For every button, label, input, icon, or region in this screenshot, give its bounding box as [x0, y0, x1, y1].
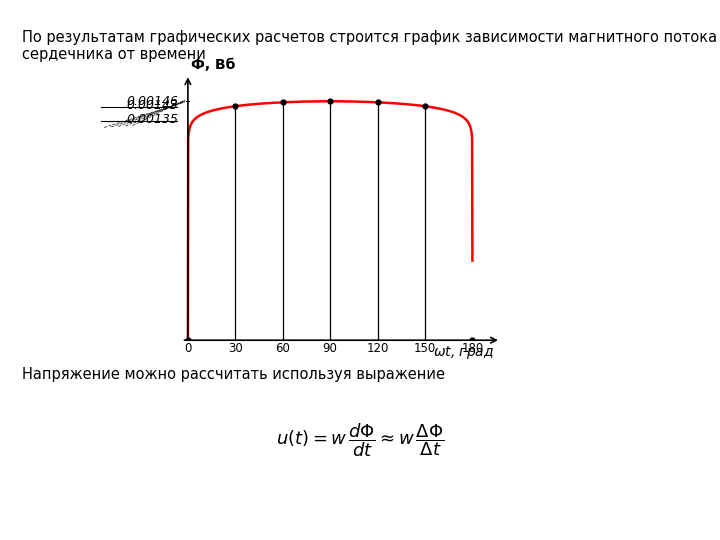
Text: 0.00135: 0.00135	[127, 113, 179, 126]
Text: 60: 60	[275, 342, 290, 355]
Text: 30: 30	[228, 342, 243, 355]
Text: Ф, Вб: Ф, Вб	[191, 58, 235, 72]
Text: 0.00143: 0.00143	[127, 99, 179, 112]
Text: $u(t) = w\,\dfrac{d\Phi}{dt} \approx w\,\dfrac{\Delta\Phi}{\Delta t}$: $u(t) = w\,\dfrac{d\Phi}{dt} \approx w\,…	[276, 421, 444, 459]
Text: Напряжение можно рассчитать используя выражение: Напряжение можно рассчитать используя вы…	[22, 367, 445, 382]
Text: По результатам графических расчетов строится график зависимости магнитного поток: По результатам графических расчетов стро…	[22, 30, 716, 62]
Text: 0.00146: 0.00146	[127, 95, 179, 108]
Text: 180: 180	[462, 342, 484, 355]
Text: $\omega t$, град: $\omega t$, град	[433, 344, 495, 361]
Text: 90: 90	[323, 342, 338, 355]
Text: 150: 150	[414, 342, 436, 355]
Text: 0: 0	[184, 342, 192, 355]
Text: 120: 120	[366, 342, 389, 355]
